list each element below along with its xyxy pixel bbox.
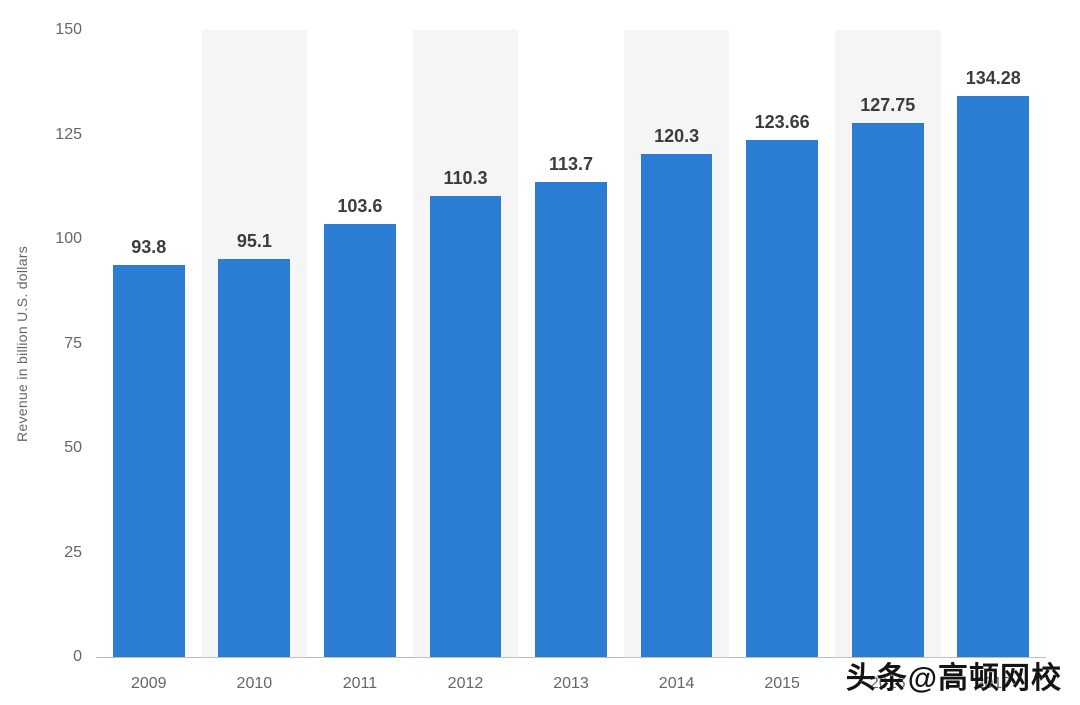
plot-area: 0 25 50 75 100 125 150 93.8 2009 95.1 2010 103.6 201… — [55, 21, 1047, 692]
y-tick-label: 25 — [64, 543, 82, 561]
x-tick-label: 2009 — [130, 675, 167, 692]
bar — [851, 123, 924, 657]
bar-value-label: 93.8 — [131, 236, 167, 257]
bar-columns: 93.8 2009 95.1 2010 103.6 2011 110.3 2012 113.7 2… — [96, 30, 1047, 692]
bar-value-label: 103.6 — [337, 195, 383, 216]
bar — [429, 195, 502, 657]
y-tick-label: 150 — [55, 21, 82, 38]
x-tick-label: 2017 — [975, 675, 1012, 692]
x-tick-label: 2011 — [342, 675, 378, 692]
x-tick-label: 2013 — [553, 675, 589, 692]
x-tick-label: 2010 — [236, 675, 273, 692]
y-tick-label: 125 — [55, 125, 82, 143]
x-tick-label: 2016 — [869, 675, 906, 692]
y-tick-label: 100 — [55, 230, 82, 248]
bar-value-label: 95.1 — [236, 231, 272, 252]
bar — [218, 259, 291, 657]
bar-value-label: 134.28 — [965, 67, 1021, 88]
bar — [957, 95, 1030, 657]
bar-column: 110.3 2012 — [412, 30, 519, 692]
bar-value-label: 120.3 — [654, 126, 700, 147]
bar-column: 123.66 2015 — [729, 30, 835, 692]
bar — [112, 264, 185, 657]
bar-value-label: 113.7 — [549, 153, 594, 174]
bar-column: 113.7 2013 — [518, 30, 624, 692]
bar-column: 103.6 2011 — [307, 30, 413, 692]
bar-column: 127.75 2016 — [834, 30, 941, 692]
bar-column: 120.3 2014 — [623, 30, 730, 692]
bar — [535, 181, 607, 657]
bar — [746, 140, 819, 657]
y-tick-label: 0 — [73, 648, 82, 665]
watermark: 头条@高顿网校 — [845, 662, 1062, 695]
bar-value-label: 127.75 — [860, 95, 916, 116]
bar-value-label: 123.66 — [754, 112, 810, 133]
bar-column: 93.8 2009 — [96, 30, 202, 692]
x-tick-label: 2015 — [764, 675, 800, 692]
x-tick-label: 2012 — [447, 675, 484, 692]
y-tick-label: 50 — [64, 439, 82, 457]
bar-column: 95.1 2010 — [201, 30, 308, 692]
x-tick-label: 2014 — [658, 675, 695, 692]
y-tick-label: 75 — [64, 334, 82, 352]
y-axis-title: Revenue in billion U.S. dollars — [14, 245, 30, 442]
bar — [324, 223, 396, 657]
bar — [640, 154, 713, 657]
bar-value-label: 110.3 — [443, 167, 488, 188]
bar-column: 134.28 2017 — [941, 30, 1047, 692]
